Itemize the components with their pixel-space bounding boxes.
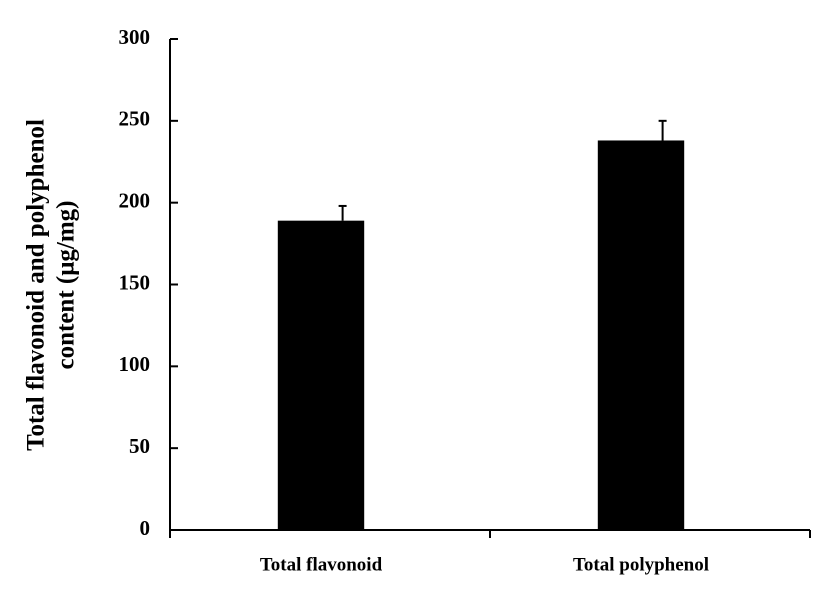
y-axis-title-line: content (μg/mg) [53, 201, 80, 370]
y-tick-label: 100 [119, 352, 151, 376]
y-tick-label: 250 [119, 107, 151, 131]
y-tick-label: 50 [129, 434, 150, 458]
bar [277, 220, 365, 531]
x-tick-label: Total flavonoid [260, 554, 383, 575]
y-tick-label: 150 [119, 270, 151, 294]
x-tick-label: Total polyphenol [573, 554, 709, 575]
y-axis-title-line: Total flavonoid and polyphenol [23, 119, 50, 451]
y-axis-title: Total flavonoid and polyphenol content (… [23, 119, 80, 451]
y-tick-label: 200 [119, 188, 151, 212]
y-tick-label: 0 [140, 516, 151, 540]
bar [597, 140, 685, 530]
y-tick-label: 300 [119, 25, 151, 49]
